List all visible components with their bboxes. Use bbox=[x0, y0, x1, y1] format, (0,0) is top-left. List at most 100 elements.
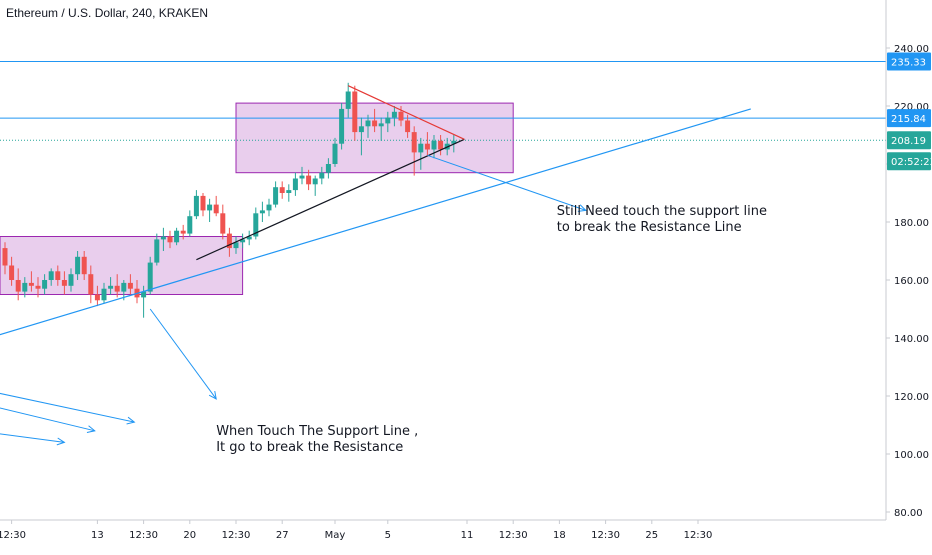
arrow-left-2-head bbox=[86, 425, 96, 433]
arrow-left-1[interactable] bbox=[0, 392, 135, 423]
arrow-left-2[interactable] bbox=[0, 407, 95, 432]
arrow-to-note-top-head bbox=[577, 204, 587, 212]
candle-body-35 bbox=[233, 242, 239, 249]
x-tick-label-4: 12:30 bbox=[222, 530, 251, 541]
y-tick-label-5: 180.00 bbox=[894, 218, 929, 229]
candle-body-34 bbox=[226, 233, 232, 249]
candle-body-1 bbox=[9, 265, 15, 280]
price-label-bg-1 bbox=[887, 109, 931, 128]
x-tick-label-3: 20 bbox=[183, 530, 196, 541]
y-tick-label-2: 120.00 bbox=[894, 392, 929, 403]
candle-body-37 bbox=[246, 236, 252, 240]
candle-body-38 bbox=[253, 213, 259, 237]
x-tick-label-7: 5 bbox=[385, 530, 391, 541]
candle-body-41 bbox=[273, 187, 279, 205]
candle-body-32 bbox=[213, 204, 219, 214]
candle-body-6 bbox=[42, 280, 48, 289]
candle-body-56 bbox=[372, 120, 378, 127]
note-top-line-0: Still Need touch the support line bbox=[557, 204, 767, 219]
candle-body-66 bbox=[438, 140, 444, 150]
candle-body-52 bbox=[345, 91, 351, 109]
candle-body-28 bbox=[187, 216, 193, 234]
price-label-bg-2 bbox=[887, 131, 931, 150]
candle-body-47 bbox=[312, 178, 318, 185]
arrow-to-note-top[interactable] bbox=[427, 154, 586, 211]
arrow-to-note-bottom[interactable] bbox=[149, 308, 217, 400]
candle-body-27 bbox=[180, 230, 186, 234]
candle-body-55 bbox=[365, 120, 371, 127]
candle-body-39 bbox=[259, 210, 265, 214]
candle-body-23 bbox=[154, 239, 160, 263]
candle-body-5 bbox=[35, 285, 41, 289]
candle-body-19 bbox=[127, 282, 133, 289]
support-trendline-long[interactable] bbox=[0, 108, 751, 336]
candle-body-21 bbox=[141, 291, 147, 298]
candle-body-26 bbox=[174, 230, 180, 243]
support-trendline-short[interactable] bbox=[196, 138, 465, 261]
candle-body-13 bbox=[88, 274, 94, 295]
candle-body-18 bbox=[121, 282, 127, 292]
candle-body-31 bbox=[207, 204, 213, 211]
candle-body-65 bbox=[431, 140, 437, 150]
x-tick-label-13: 12:30 bbox=[684, 530, 713, 541]
candle-body-10 bbox=[68, 274, 74, 286]
price-label-3: 02:52:23 bbox=[891, 157, 932, 168]
y-tick-label-4: 160.00 bbox=[894, 276, 929, 287]
candle-body-49 bbox=[325, 164, 331, 173]
price-label-1: 215.84 bbox=[891, 114, 926, 125]
candle-body-50 bbox=[332, 143, 338, 164]
y-tick-label-8: 240.00 bbox=[894, 44, 929, 55]
x-tick-label-2: 12:30 bbox=[129, 530, 158, 541]
candle-body-60 bbox=[398, 111, 404, 121]
candle-body-30 bbox=[200, 195, 206, 211]
time-axis-background bbox=[0, 520, 932, 550]
candle-body-24 bbox=[160, 236, 166, 240]
candle-body-33 bbox=[220, 213, 226, 234]
price-label-0: 235.33 bbox=[891, 58, 926, 69]
arrow-left-3-head bbox=[56, 437, 66, 446]
y-tick-label-1: 100.00 bbox=[894, 450, 929, 461]
chart-title: Ethereum / U.S. Dollar, 240, KRAKEN bbox=[6, 6, 209, 20]
x-tick-label-5: 27 bbox=[276, 530, 289, 541]
note-bottom-line-0: When Touch The Support Line , bbox=[216, 424, 418, 439]
arrow-left-3[interactable] bbox=[0, 433, 65, 443]
candle-body-64 bbox=[424, 143, 430, 150]
y-tick-label-3: 140.00 bbox=[894, 334, 929, 345]
candle-body-46 bbox=[306, 175, 312, 185]
candle-body-45 bbox=[299, 175, 305, 179]
x-tick-label-1: 13 bbox=[91, 530, 104, 541]
candle-body-0 bbox=[2, 248, 8, 266]
candle-body-36 bbox=[240, 239, 246, 243]
arrow-left-1-head bbox=[126, 416, 136, 425]
candle-body-43 bbox=[286, 190, 292, 193]
note-top-line-1: to break the Resistance Line bbox=[557, 220, 742, 235]
candle-body-58 bbox=[385, 117, 391, 124]
y-tick-label-0: 80.00 bbox=[894, 508, 923, 519]
candle-body-40 bbox=[266, 204, 272, 211]
candle-body-59 bbox=[391, 111, 397, 118]
candle-body-11 bbox=[75, 256, 81, 275]
resistance-trendline[interactable] bbox=[347, 85, 465, 140]
candle-body-8 bbox=[55, 271, 61, 280]
candle-body-42 bbox=[279, 187, 285, 193]
x-tick-label-10: 18 bbox=[553, 530, 566, 541]
candle-body-25 bbox=[167, 236, 173, 243]
candle-body-54 bbox=[358, 126, 364, 133]
candle-body-53 bbox=[352, 91, 358, 133]
candle-body-2 bbox=[15, 280, 21, 292]
candle-body-22 bbox=[147, 262, 153, 292]
candle-body-15 bbox=[101, 288, 107, 301]
x-tick-label-9: 12:30 bbox=[499, 530, 528, 541]
candle-body-51 bbox=[339, 108, 345, 144]
candle-body-62 bbox=[411, 132, 417, 153]
candle-body-16 bbox=[108, 285, 114, 289]
x-tick-label-11: 12:30 bbox=[591, 530, 620, 541]
candle-body-29 bbox=[193, 195, 199, 217]
candle-body-7 bbox=[48, 271, 54, 280]
y-tick-label-7: 220.00 bbox=[894, 102, 929, 113]
note-bottom-line-1: It go to break the Resistance bbox=[216, 440, 403, 455]
x-tick-label-0: 12:30 bbox=[0, 530, 26, 541]
candle-body-63 bbox=[418, 143, 424, 153]
